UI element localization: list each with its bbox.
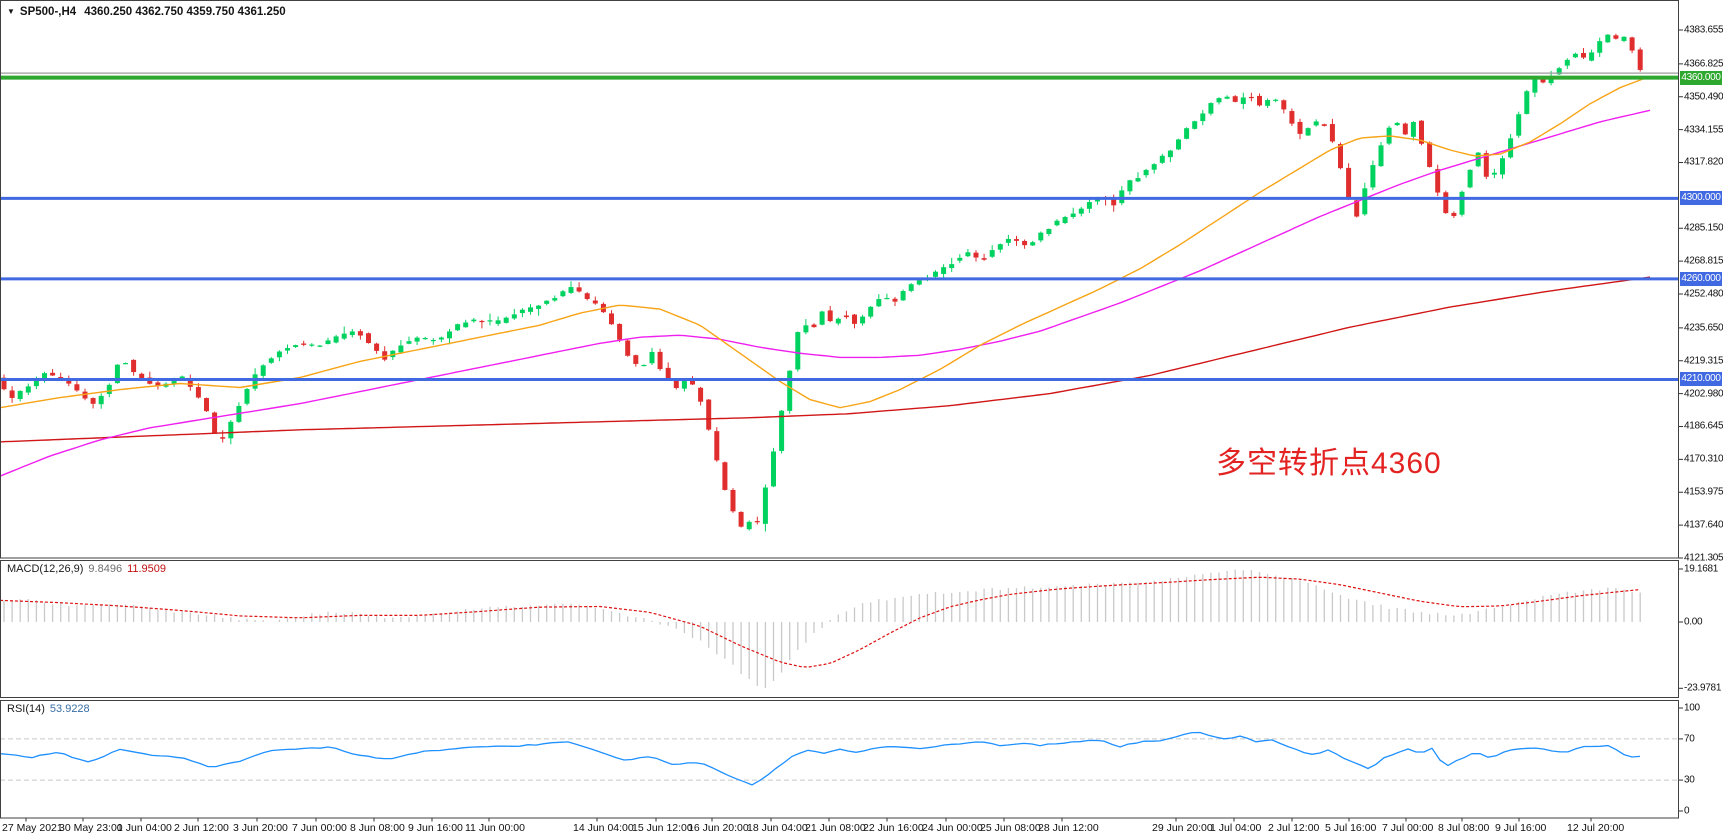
time-axis-label: 15 Jun 12:00 [632,822,693,834]
time-axis-label: 22 Jun 16:00 [863,822,924,834]
price-axis-label: 4202.980 [1684,388,1723,400]
macd-axis-label: -23.9781 [1684,682,1722,694]
price-line-badge: 4210.000 [1680,372,1722,387]
time-axis-label: 11 Jun 00:00 [465,822,525,834]
time-axis-label: 3 Jun 20:00 [233,822,288,834]
price-line-badge: 4300.000 [1680,191,1722,206]
price-axis-label: 4137.640 [1684,519,1723,531]
price-axis-label: 4317.820 [1684,156,1723,168]
chart-annotation-text[interactable]: 多空转折点4360 [1216,447,1442,480]
rsi-level-lines [0,738,1679,781]
macd-axis-label: 19.1681 [1684,563,1719,575]
time-axis-label: 2 Jun 12:00 [174,822,229,834]
price-axis-label: 4285.150 [1684,222,1723,234]
rsi-name: RSI(14) [7,703,45,715]
price-axis-label: 4350.490 [1684,91,1723,103]
time-axis-label: 1 Jun 04:00 [117,822,172,834]
time-axis-label: 27 May 2021 [2,822,63,834]
candles [1,33,1643,532]
rsi-axis-label: 100 [1684,702,1700,714]
macd-indicator-label: MACD(12,26,9) 9.8496 11.9509 [7,563,166,575]
rsi-line [0,731,1641,786]
time-axis-label: 7 Jun 00:00 [292,822,347,834]
macd-histogram [3,569,1641,688]
time-axis-label: 25 Jun 08:00 [980,822,1041,834]
rsi-axis-label: 70 [1684,733,1695,745]
price-axis-label: 4235.650 [1684,322,1723,334]
price-axis-label: 4121.305 [1684,552,1723,564]
rsi-axis-label: 0 [1684,805,1690,817]
time-axis-label: 28 Jun 12:00 [1038,822,1099,834]
macd-signal-line [0,576,1641,668]
time-axis-label: 18 Jun 04:00 [747,822,808,834]
symbol-dropdown-icon[interactable]: ▼ [7,7,15,16]
price-line-badge: 4360.000 [1680,70,1722,85]
time-axis-label: 7 Jul 00:00 [1382,822,1434,834]
horizontal-lines[interactable] [0,72,1679,381]
price-axis-label: 4383.655 [1684,24,1723,36]
time-axis-label: 16 Jun 20:00 [688,822,749,834]
time-axis-label: 9 Jul 16:00 [1495,822,1547,834]
time-axis-label: 5 Jul 16:00 [1325,822,1377,834]
price-axis-label: 4366.825 [1684,58,1723,70]
time-axis-label: 29 Jun 20:00 [1152,822,1213,834]
time-axis-label: 30 May 23:00 [59,822,123,834]
rsi-value: 53.9228 [49,703,90,715]
rsi-indicator-label: RSI(14) 53.9228 [7,703,90,715]
axis-ticks [25,29,1683,822]
price-axis-label: 4170.310 [1684,453,1723,465]
rsi-axis-label: 30 [1684,774,1695,786]
time-axis-label: 21 Jun 08:00 [805,822,866,834]
time-axis-label: 2 Jul 12:00 [1268,822,1320,834]
time-axis-label: 12 Jul 20:00 [1567,822,1625,834]
price-axis-label: 4186.645 [1684,420,1723,432]
ohlc-values: 4360.250 4362.750 4359.750 4361.250 [84,6,286,18]
time-axis-label: 14 Jun 04:00 [573,822,634,834]
price-axis-label: 4153.975 [1684,486,1723,498]
chart-title: ▼ SP500-,H4 4360.250 4362.750 4359.750 436… [7,6,286,18]
time-axis-label: 8 Jul 08:00 [1438,822,1490,834]
time-axis-label: 24 Jun 00:00 [922,822,983,834]
pane-borders [0,0,1679,819]
time-axis-label: 8 Jun 08:00 [350,822,405,834]
macd-main-value: 9.8496 [88,563,123,575]
symbol-timeframe: SP500-,H4 [19,6,77,18]
time-axis-label: 9 Jun 16:00 [408,822,463,834]
macd-signal-value: 11.9509 [127,563,167,575]
price-line-badge: 4260.000 [1680,271,1722,286]
price-axis-label: 4334.155 [1684,124,1723,136]
macd-name: MACD(12,26,9) [7,563,84,575]
price-axis-label: 4219.315 [1684,355,1723,367]
price-axis-label: 4268.815 [1684,255,1723,267]
macd-axis-label: 0.00 [1684,616,1703,628]
price-axis-label: 4252.480 [1684,288,1723,300]
moving-averages [0,75,1651,477]
time-axis-label: 1 Jul 04:00 [1210,822,1262,834]
